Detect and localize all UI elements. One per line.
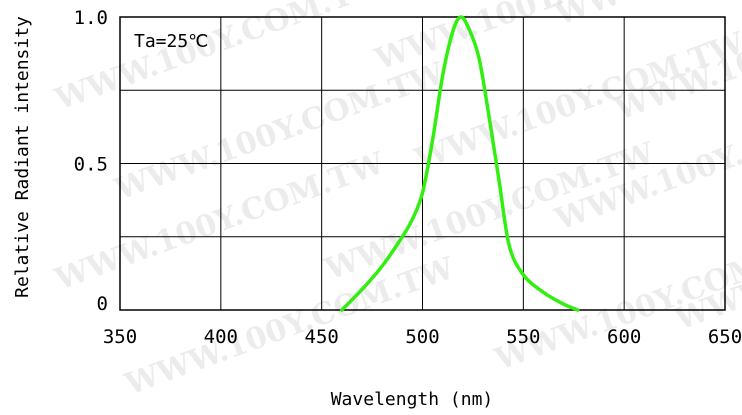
x-tick-label: 450 [305, 326, 339, 348]
x-tick-label: 400 [204, 326, 238, 348]
x-tick-label: 500 [405, 326, 439, 348]
y-tick-label: 1.0 [74, 7, 108, 29]
x-tick-label: 350 [103, 326, 137, 348]
y-tick-labels: 0 0.5 1.0 [74, 7, 108, 315]
temperature-annotation: Ta=25℃ [134, 31, 208, 52]
plot-frame [119, 16, 726, 311]
x-axis-label: Wavelength (nm) [331, 389, 494, 410]
x-tick-label: 550 [506, 326, 540, 348]
series-line [340, 15, 580, 312]
x-tick-labels: 350 400 450 500 550 600 650 [103, 326, 742, 348]
x-tick-label: 650 [708, 326, 742, 348]
x-tick-label: 600 [607, 326, 641, 348]
y-axis-label: Relative Radiant intensity [12, 16, 33, 298]
y-tick-label: 0.5 [74, 154, 108, 176]
y-tick-label: 0 [97, 293, 108, 315]
